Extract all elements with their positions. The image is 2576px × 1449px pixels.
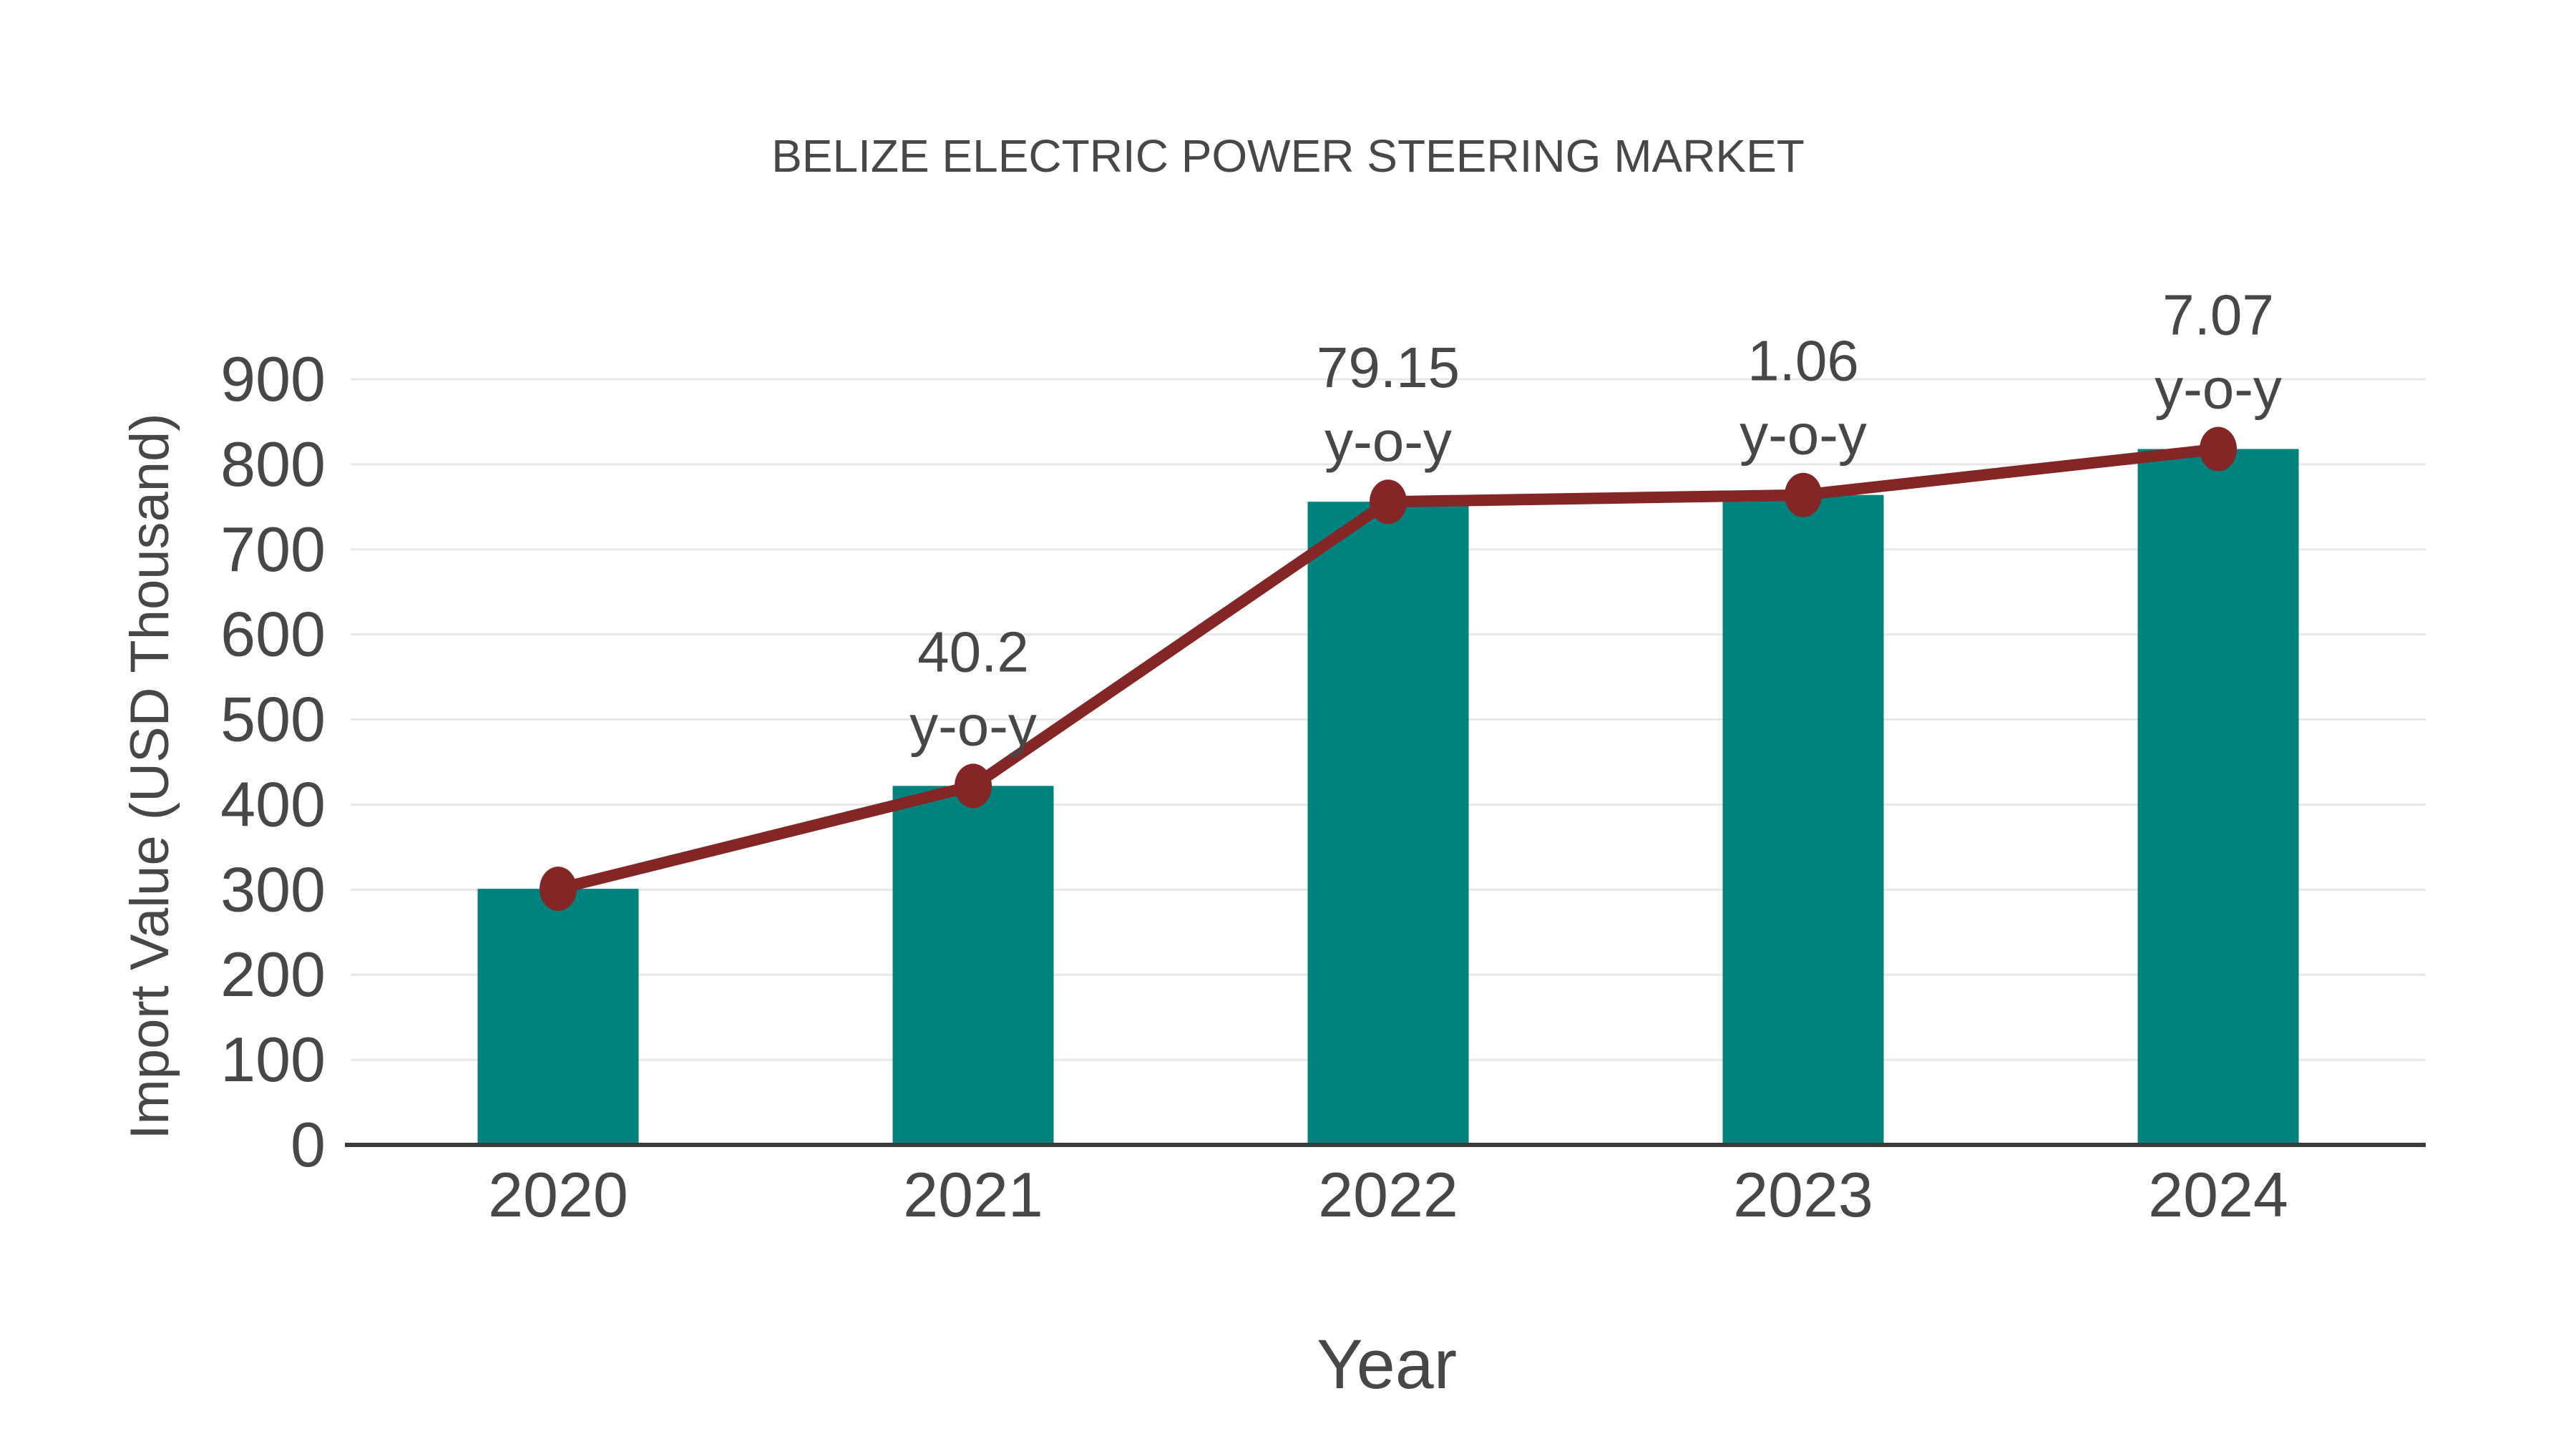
annotation-suffix: y-o-y	[909, 693, 1037, 757]
annotation-value: 7.07	[2162, 283, 2274, 346]
bar	[477, 889, 639, 1145]
y-tick-label: 300	[220, 854, 326, 924]
y-axis-title: Import Value (USD Thousand)	[119, 413, 180, 1139]
y-tick-label: 0	[291, 1109, 326, 1180]
y-tick-label: 800	[220, 429, 326, 499]
y-tick-label: 200	[220, 939, 326, 1010]
bars-group	[477, 449, 2299, 1145]
x-tick-label: 2020	[488, 1159, 628, 1230]
x-axis-title: Year	[1317, 1325, 1457, 1403]
annotation-value: 79.15	[1317, 336, 1460, 399]
x-tick-label: 2023	[1733, 1159, 1873, 1230]
x-tick-labels-group: 2020 2021 2022 2023 2024	[488, 1159, 2288, 1230]
y-tick-label: 600	[220, 599, 326, 670]
x-tick-label: 2022	[1318, 1159, 1458, 1230]
bar	[1307, 502, 1469, 1145]
bar	[1722, 494, 1884, 1145]
data-point-marker	[540, 867, 577, 912]
annotation-value: 1.06	[1747, 329, 1859, 393]
y-tick-label: 400	[220, 769, 326, 839]
data-point-marker	[1785, 472, 1822, 517]
data-point-marker	[2200, 426, 2237, 472]
annotations-group: 40.2 y-o-y 79.15 y-o-y 1.06 y-o-y 7.07 y-o-y	[909, 283, 2282, 757]
data-point-marker	[955, 763, 992, 809]
annotation-suffix: y-o-y	[1740, 403, 1867, 467]
markers-group	[540, 426, 2237, 912]
bar	[892, 786, 1054, 1145]
y-tick-label: 500	[220, 684, 326, 755]
y-tick-label: 700	[220, 514, 326, 585]
y-tick-label: 900	[220, 343, 326, 414]
bar	[2137, 449, 2299, 1145]
annotation-value: 40.2	[917, 620, 1029, 683]
data-point-marker	[1370, 479, 1407, 525]
x-tick-label: 2024	[2148, 1159, 2288, 1230]
y-tick-label: 100	[220, 1024, 326, 1095]
y-tick-labels-group: 0 100 200 300 400 500 600 700 800 900	[220, 343, 326, 1180]
chart-title: BELIZE ELECTRIC POWER STEERING MARKET	[771, 130, 1805, 182]
annotation-suffix: y-o-y	[2155, 356, 2282, 420]
annotation-suffix: y-o-y	[1324, 409, 1452, 473]
x-tick-label: 2021	[903, 1159, 1043, 1230]
